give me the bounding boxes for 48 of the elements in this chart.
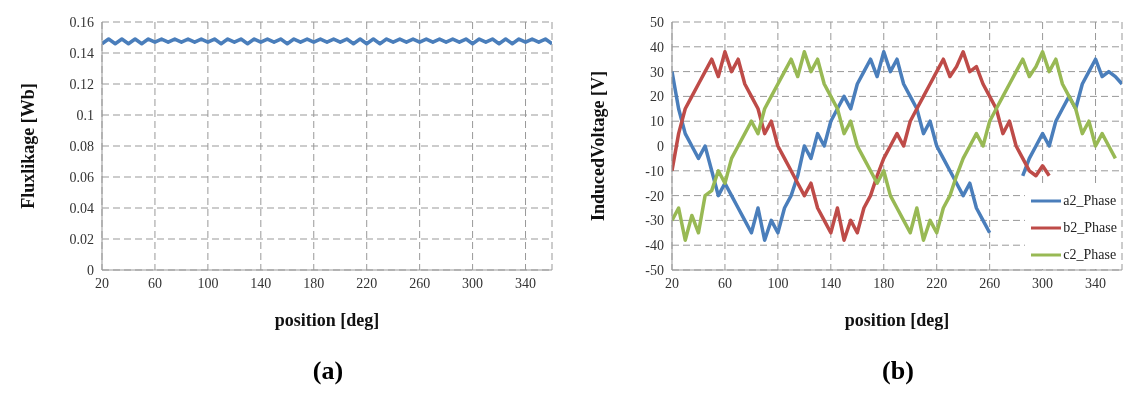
y-tick-label: 0.08: [69, 138, 94, 154]
x-tick-label: 140: [250, 275, 272, 291]
x-tick-label: 180: [303, 275, 325, 291]
x-tick-label: 100: [197, 275, 219, 291]
y-tick-label: 30: [650, 64, 664, 80]
y-tick-label: 20: [650, 89, 664, 105]
y-tick-label: 0.16: [69, 14, 94, 30]
x-tick-label: 300: [1032, 275, 1054, 291]
x-tick-label: 100: [767, 275, 789, 291]
x-tick-label: 300: [462, 275, 484, 291]
x-tick-label: 260: [979, 275, 1001, 291]
y-tick-label: 0: [87, 262, 94, 278]
x-tick-label: 20: [665, 275, 679, 291]
y-tick-label: 0.06: [69, 169, 94, 185]
y-tick-label: -50: [645, 262, 664, 278]
y-tick-label: -40: [645, 238, 664, 254]
y-tick-label: 0.14: [69, 45, 94, 61]
x-tick-label: 220: [926, 275, 948, 291]
y-tick-label: 10: [650, 114, 664, 130]
y-tick-label: 0.02: [69, 231, 94, 247]
y-tick-label: 0.1: [76, 107, 94, 123]
x-axis-title: position [deg]: [274, 310, 380, 330]
legend-label: c2_Phase: [1063, 246, 1117, 263]
x-tick-label: 340: [1085, 275, 1107, 291]
y-tick-label: -10: [645, 163, 664, 179]
y-axis-title: Fluxlikage [Wb]: [18, 83, 39, 209]
x-tick-label: 60: [717, 275, 732, 291]
x-tick-label: 20: [95, 275, 109, 291]
y-tick-label: 40: [650, 39, 664, 55]
x-axis-title: position [deg]: [844, 310, 950, 330]
y-tick-label: 50: [650, 14, 664, 30]
y-axis-title: InducedVoltage [V]: [588, 71, 609, 221]
x-tick-label: 180: [873, 275, 895, 291]
y-tick-label: -30: [645, 213, 664, 229]
text: (a): [311, 356, 345, 386]
y-tick-label: 0: [657, 138, 664, 154]
x-tick-label: 340: [515, 275, 537, 291]
y-tick-label: -20: [645, 188, 664, 204]
legend-label: a2_Phase: [1063, 192, 1117, 209]
x-tick-label: 140: [820, 275, 842, 291]
text: (b): [881, 356, 915, 386]
y-tick-label: 0.12: [69, 76, 94, 92]
x-tick-label: 220: [356, 275, 378, 291]
legend-label: b2_Phase: [1063, 219, 1117, 236]
y-tick-label: 0.04: [69, 200, 94, 216]
x-tick-label: 260: [409, 275, 431, 291]
x-tick-label: 60: [147, 275, 162, 291]
line-series: [672, 50, 1051, 242]
